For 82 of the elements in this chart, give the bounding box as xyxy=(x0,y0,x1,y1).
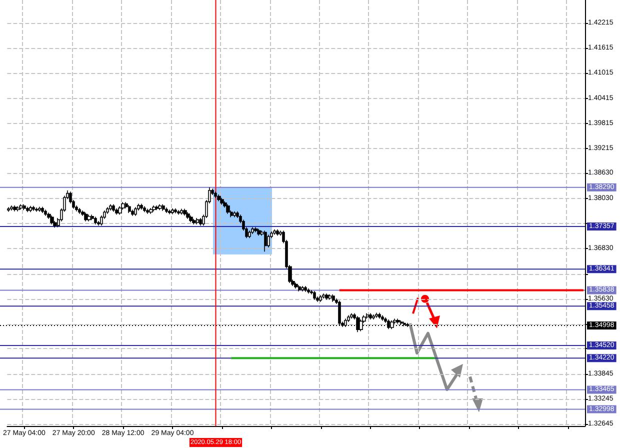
candlestick xyxy=(378,312,381,320)
candlestick xyxy=(78,208,81,214)
candlestick xyxy=(276,228,279,236)
candlestick xyxy=(220,198,224,206)
candlestick xyxy=(174,208,177,214)
candlestick xyxy=(267,234,270,248)
candlestick xyxy=(366,312,369,320)
candlestick xyxy=(372,314,375,320)
candlestick xyxy=(233,210,236,218)
candlestick xyxy=(149,208,153,214)
candlestick xyxy=(29,205,32,213)
candlestick xyxy=(257,228,261,236)
candlestick xyxy=(217,194,221,202)
candlestick xyxy=(112,204,115,212)
candlestick xyxy=(143,206,146,213)
candlestick xyxy=(26,206,29,213)
candlestick xyxy=(35,207,38,212)
candlestick xyxy=(304,286,307,292)
candlestick xyxy=(44,209,47,216)
candlestick xyxy=(7,206,10,212)
candlestick xyxy=(322,293,326,299)
candlestick xyxy=(298,284,301,292)
candlestick xyxy=(183,208,187,216)
candlestick xyxy=(350,312,353,320)
candlestick xyxy=(146,208,149,214)
candlestick xyxy=(332,294,335,302)
candlestick xyxy=(177,210,180,216)
candlestick xyxy=(91,214,94,221)
candlestick xyxy=(152,205,156,212)
candlestick xyxy=(84,212,88,222)
candlestick xyxy=(180,208,183,216)
candlestick xyxy=(50,215,54,225)
candlestick xyxy=(307,288,310,294)
candlestick xyxy=(125,202,128,209)
candlestick xyxy=(294,282,298,289)
candlestick xyxy=(23,204,26,210)
candlestick xyxy=(328,294,332,300)
candlestick xyxy=(301,286,304,292)
candlestick xyxy=(165,207,168,214)
candlestick xyxy=(94,216,97,225)
candlestick xyxy=(325,293,329,300)
candlestick xyxy=(319,294,322,302)
candlestick xyxy=(109,204,112,211)
candlestick xyxy=(248,230,251,239)
candlestick xyxy=(396,318,400,324)
candlestick xyxy=(390,320,394,330)
candlestick xyxy=(186,212,190,220)
candlestick xyxy=(251,226,254,234)
candlestick xyxy=(171,208,174,215)
candlestick xyxy=(381,314,384,322)
candlestick xyxy=(273,228,276,236)
candlestick xyxy=(13,205,17,212)
candlestick xyxy=(199,218,202,226)
candlestick xyxy=(226,204,230,214)
candlestick xyxy=(254,226,258,233)
candlestick xyxy=(128,204,131,214)
candlestick xyxy=(192,218,196,225)
candlestick xyxy=(87,214,91,222)
candlestick xyxy=(16,206,20,212)
candlestick xyxy=(189,215,193,223)
candlestick xyxy=(369,312,372,320)
candlestick xyxy=(10,205,13,211)
candlestick xyxy=(387,319,390,330)
candlestick xyxy=(162,204,165,212)
candlestick xyxy=(264,230,267,252)
candlestick xyxy=(32,205,35,212)
candlestick xyxy=(118,206,122,216)
candlestick xyxy=(313,290,316,300)
candlestick xyxy=(158,204,162,210)
candlestick xyxy=(196,218,199,225)
candlestick xyxy=(214,191,217,198)
candlestick xyxy=(19,204,23,210)
candlestick xyxy=(41,206,44,214)
candlestick xyxy=(115,208,119,216)
candlestick xyxy=(140,203,143,210)
candlestick xyxy=(375,312,378,318)
candlestick xyxy=(134,206,137,216)
candlestick xyxy=(155,205,159,210)
candlestick xyxy=(168,209,171,215)
candlestick xyxy=(131,209,134,216)
candlestick xyxy=(121,202,125,210)
candlestick xyxy=(38,206,41,212)
